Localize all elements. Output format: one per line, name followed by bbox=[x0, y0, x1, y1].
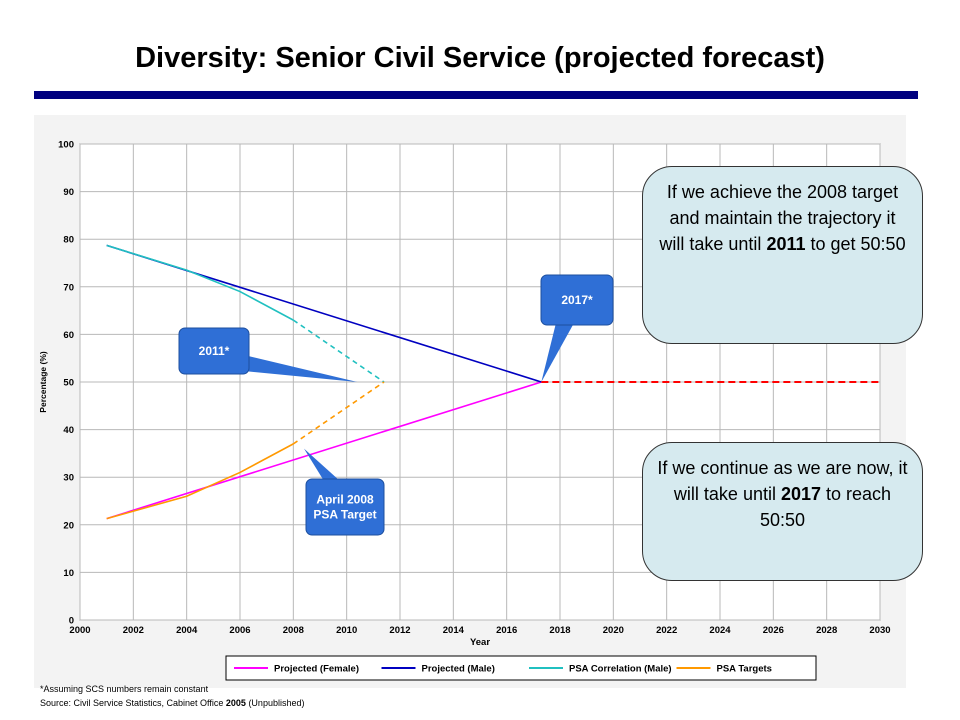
x-tick-label: 2006 bbox=[229, 625, 250, 636]
x-axis-label: Year bbox=[470, 637, 490, 648]
x-tick-label: 2016 bbox=[496, 625, 517, 636]
x-tick-label: 2024 bbox=[709, 625, 731, 636]
annotation-2011-pointer bbox=[244, 355, 358, 382]
y-tick-label: 60 bbox=[63, 330, 74, 341]
y-tick-label: 70 bbox=[63, 282, 74, 293]
y-tick-label: 30 bbox=[63, 473, 74, 484]
y-axis-label: Percentage (%) bbox=[38, 351, 48, 413]
footnote-source-suffix: (Unpublished) bbox=[245, 698, 305, 708]
legend-box bbox=[225, 655, 817, 681]
x-tick-label: 2004 bbox=[176, 625, 198, 636]
x-tick-label: 2010 bbox=[336, 625, 357, 636]
legend-label: PSA Targets bbox=[717, 664, 772, 675]
x-tick-label: 2008 bbox=[283, 625, 304, 636]
annotation-2011-label: 2011* bbox=[199, 344, 230, 358]
y-tick-label: 0 bbox=[69, 616, 74, 627]
callout-2011-bold-year: 2011 bbox=[766, 234, 806, 254]
x-tick-label: 2022 bbox=[656, 625, 677, 636]
x-tick-label: 2026 bbox=[763, 625, 784, 636]
series-line-5 bbox=[292, 381, 385, 445]
annotation-psa-target-label: April 2008 bbox=[316, 493, 374, 507]
x-tick-label: 2012 bbox=[389, 625, 410, 636]
series-line-3 bbox=[292, 319, 385, 383]
x-tick-label: 2000 bbox=[69, 625, 90, 636]
series-line-2 bbox=[106, 244, 294, 321]
series-line-4 bbox=[106, 443, 294, 520]
footnote-assumption: *Assuming SCS numbers remain constant bbox=[40, 684, 209, 694]
y-tick-label: 80 bbox=[63, 235, 74, 246]
callout-2017-text-after: to reach 50:50 bbox=[759, 484, 892, 530]
footnote-source: Source: Civil Service Statistics, Cabine… bbox=[40, 698, 304, 708]
y-tick-label: 40 bbox=[63, 425, 74, 436]
y-tick-label: 50 bbox=[63, 378, 74, 389]
y-tick-label: 20 bbox=[63, 520, 74, 531]
y-tick-label: 90 bbox=[63, 187, 74, 198]
annotation-2017-pointer bbox=[541, 323, 574, 382]
x-tick-label: 2002 bbox=[123, 625, 144, 636]
x-tick-label: 2030 bbox=[869, 625, 890, 636]
callout-2017: If we continue as we are now, it will ta… bbox=[642, 442, 923, 581]
slide-title: Diversity: Senior Civil Service (project… bbox=[135, 42, 825, 74]
title-rule bbox=[34, 91, 918, 99]
legend-label: Projected (Male) bbox=[422, 664, 495, 675]
legend-label: PSA Correlation (Male) bbox=[569, 664, 672, 675]
callout-2011: If we achieve the 2008 target and mainta… bbox=[642, 166, 923, 344]
x-tick-label: 2020 bbox=[603, 625, 624, 636]
callout-2011-text-before: If we achieve the 2008 target and mainta… bbox=[659, 182, 899, 254]
y-tick-label: 10 bbox=[63, 568, 74, 579]
series-line-0 bbox=[106, 381, 542, 520]
annotation-psa-target-label: PSA Target bbox=[313, 508, 376, 522]
annotation-2011-box bbox=[178, 327, 250, 375]
annotation-psa-target-pointer bbox=[304, 448, 340, 481]
annotation-psa-target-box bbox=[305, 478, 385, 536]
callout-2017-text-before: If we continue as we are now, it will ta… bbox=[657, 458, 908, 504]
annotation-2017-label: 2017* bbox=[561, 293, 593, 307]
x-tick-label: 2028 bbox=[816, 625, 837, 636]
annotation-2017-box bbox=[540, 274, 614, 326]
callout-2011-text-after: to get 50:50 bbox=[805, 234, 906, 254]
x-tick-label: 2014 bbox=[443, 625, 465, 636]
x-tick-label: 2018 bbox=[549, 625, 570, 636]
y-tick-label: 100 bbox=[58, 140, 74, 151]
legend-label: Projected (Female) bbox=[274, 664, 359, 675]
callout-2017-bold-year: 2017 bbox=[780, 484, 822, 504]
footnote-source-year: 2005 bbox=[225, 698, 246, 708]
footnote-source-prefix: Source: Civil Service Statistics, Cabine… bbox=[40, 698, 226, 708]
